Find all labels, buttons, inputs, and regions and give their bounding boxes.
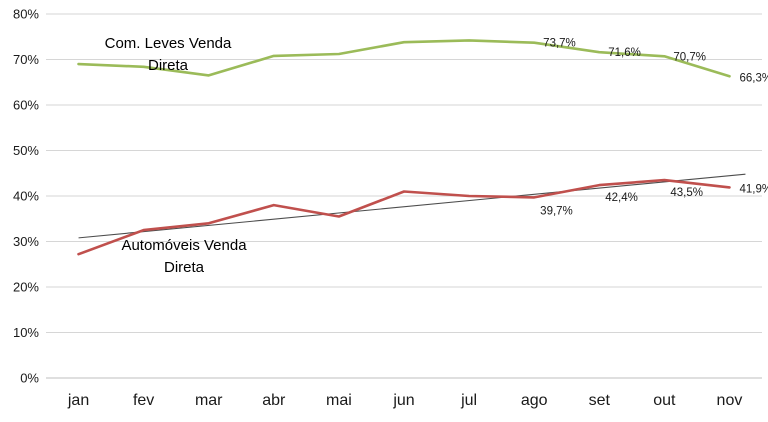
series-line-com-leves	[77, 39, 731, 78]
x-tick-label: ago	[521, 392, 548, 409]
data-label: 41,9%	[739, 183, 768, 195]
data-label: 73,7%	[543, 38, 576, 50]
y-tick-label: 80%	[13, 7, 39, 22]
label-automoveis: Automóveis Venda Direta	[121, 237, 247, 276]
data-label: 66,3%	[739, 72, 768, 84]
data-label: 43,5%	[670, 187, 703, 199]
y-axis-labels: 0% 10% 20% 30% 40% 50% 60% 70% 80%	[13, 7, 39, 386]
x-tick-label: jul	[460, 392, 477, 409]
y-tick-label: 30%	[13, 234, 39, 249]
label-com-leves: Com. Leves Venda Direta	[105, 35, 232, 74]
annotation-line: Direta	[164, 259, 205, 276]
x-tick-label: set	[589, 392, 611, 409]
y-tick-label: 40%	[13, 189, 39, 204]
data-label: 39,7%	[540, 205, 573, 217]
x-tick-label: abr	[262, 392, 286, 409]
y-tick-label: 10%	[13, 325, 39, 340]
x-tick-label: jun	[392, 392, 414, 409]
annotation-line: Automóveis Venda	[121, 237, 247, 254]
x-tick-label: fev	[133, 392, 154, 409]
data-label: 70,7%	[673, 51, 706, 63]
x-tick-label: mai	[326, 392, 352, 409]
x-tick-label: jan	[67, 392, 89, 409]
y-tick-label: 20%	[13, 280, 39, 295]
data-label: 71,6%	[608, 47, 641, 59]
data-labels-com-leves: 73,7% 71,6% 70,7% 66,3%	[543, 38, 768, 85]
gridlines	[46, 13, 762, 379]
y-tick-label: 70%	[13, 52, 39, 67]
y-tick-label: 0%	[20, 371, 39, 386]
y-tick-label: 50%	[13, 143, 39, 158]
trendline-automoveis	[78, 173, 746, 239]
x-tick-label: mar	[195, 392, 223, 409]
x-tick-label: out	[653, 392, 676, 409]
y-tick-label: 60%	[13, 98, 39, 113]
x-tick-label: nov	[717, 392, 743, 409]
series-line-automoveis	[77, 178, 731, 256]
data-labels-automoveis: 39,7% 42,4% 43,5% 41,9%	[540, 183, 768, 217]
x-axis-labels: jan fev mar abr mai jun jul ago set out nov	[67, 392, 742, 409]
annotation-line: Com. Leves Venda	[105, 35, 232, 52]
data-label: 42,4%	[605, 192, 638, 204]
annotation-line: Direta	[148, 57, 189, 74]
